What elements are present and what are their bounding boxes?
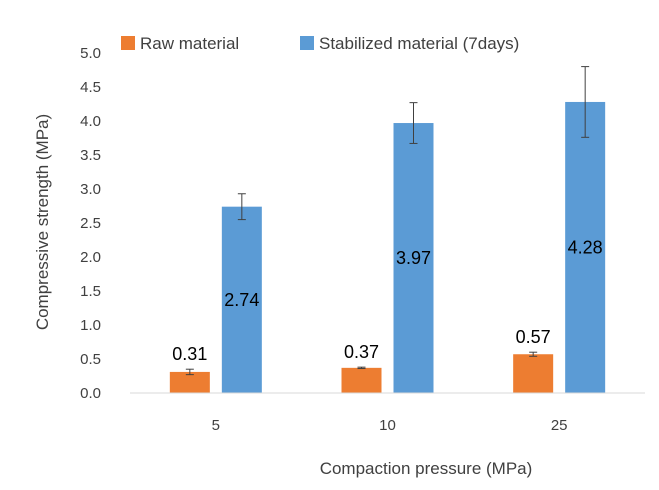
error-bar xyxy=(529,351,538,357)
bar-stabilized-material-7days-10 xyxy=(393,123,434,393)
error-bar xyxy=(581,66,590,138)
x-axis-ticks: 5 10 25 xyxy=(212,417,568,434)
data-label-raw-material: 0.31 xyxy=(172,344,207,364)
y-tick-label: 4.0 xyxy=(80,113,101,130)
error-bar xyxy=(409,102,418,144)
y-tick-label: 0.5 xyxy=(80,351,101,368)
y-tick-label: 1.0 xyxy=(80,317,101,334)
y-tick-label: 2.0 xyxy=(80,249,101,266)
data-labels: 0.31 0.37 0.57 2.74 3.97 4.28 xyxy=(172,237,602,364)
data-label-raw-material: 0.37 xyxy=(344,342,379,362)
legend-swatch-stabilized-material xyxy=(300,36,314,50)
error-bar xyxy=(237,193,246,221)
error-bars xyxy=(185,66,590,376)
x-axis-title: Compaction pressure (MPa) xyxy=(320,459,533,478)
legend-label-raw-material: Raw material xyxy=(140,34,239,53)
error-bar xyxy=(357,366,366,370)
x-tick-label: 10 xyxy=(379,417,396,434)
legend: Raw material Stabilized material (7days) xyxy=(121,34,519,53)
y-tick-label: 0.0 xyxy=(80,385,101,402)
data-label-stabilized-material-7days: 3.97 xyxy=(396,248,431,268)
y-tick-label: 5.0 xyxy=(80,45,101,62)
y-tick-label: 3.5 xyxy=(80,147,101,164)
y-tick-label: 2.5 xyxy=(80,215,101,232)
data-label-stabilized-material-7days: 2.74 xyxy=(224,290,259,310)
bars xyxy=(169,101,606,394)
data-label-raw-material: 0.57 xyxy=(516,327,551,347)
y-tick-label: 3.0 xyxy=(80,181,101,198)
x-tick-label: 25 xyxy=(551,417,568,434)
x-tick-label: 5 xyxy=(212,417,220,434)
bar-raw-material-5 xyxy=(169,371,210,393)
bar-stabilized-material-7days-25 xyxy=(565,101,606,394)
data-label-stabilized-material-7days: 4.28 xyxy=(568,237,603,257)
bar-raw-material-10 xyxy=(341,367,382,393)
bar-raw-material-25 xyxy=(513,354,554,393)
legend-label-stabilized-material: Stabilized material (7days) xyxy=(319,34,519,53)
legend-swatch-raw-material xyxy=(121,36,135,50)
error-bar xyxy=(185,368,194,376)
y-axis-ticks: 0.0 0.5 1.0 1.5 2.0 2.5 3.0 3.5 4.0 4.5 5.0 xyxy=(80,45,101,402)
y-tick-label: 1.5 xyxy=(80,283,101,300)
bar-stabilized-material-7days-5 xyxy=(221,206,262,393)
y-axis-title: Compressive strength (MPa) xyxy=(33,114,52,330)
y-tick-label: 4.5 xyxy=(80,79,101,96)
